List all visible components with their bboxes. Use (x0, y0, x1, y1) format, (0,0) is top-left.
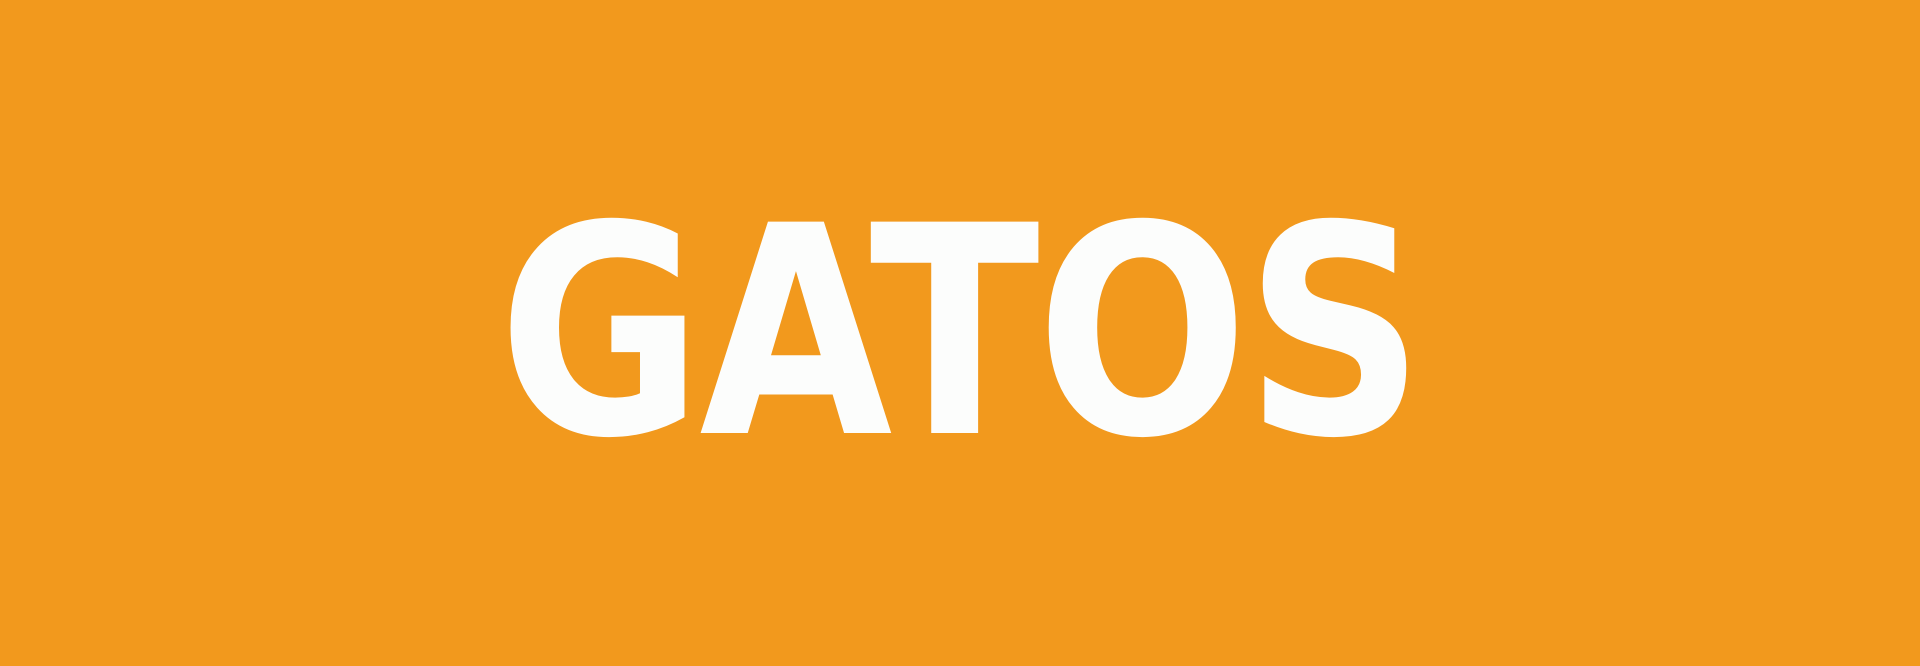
banner-title: GATOS (498, 165, 1425, 502)
